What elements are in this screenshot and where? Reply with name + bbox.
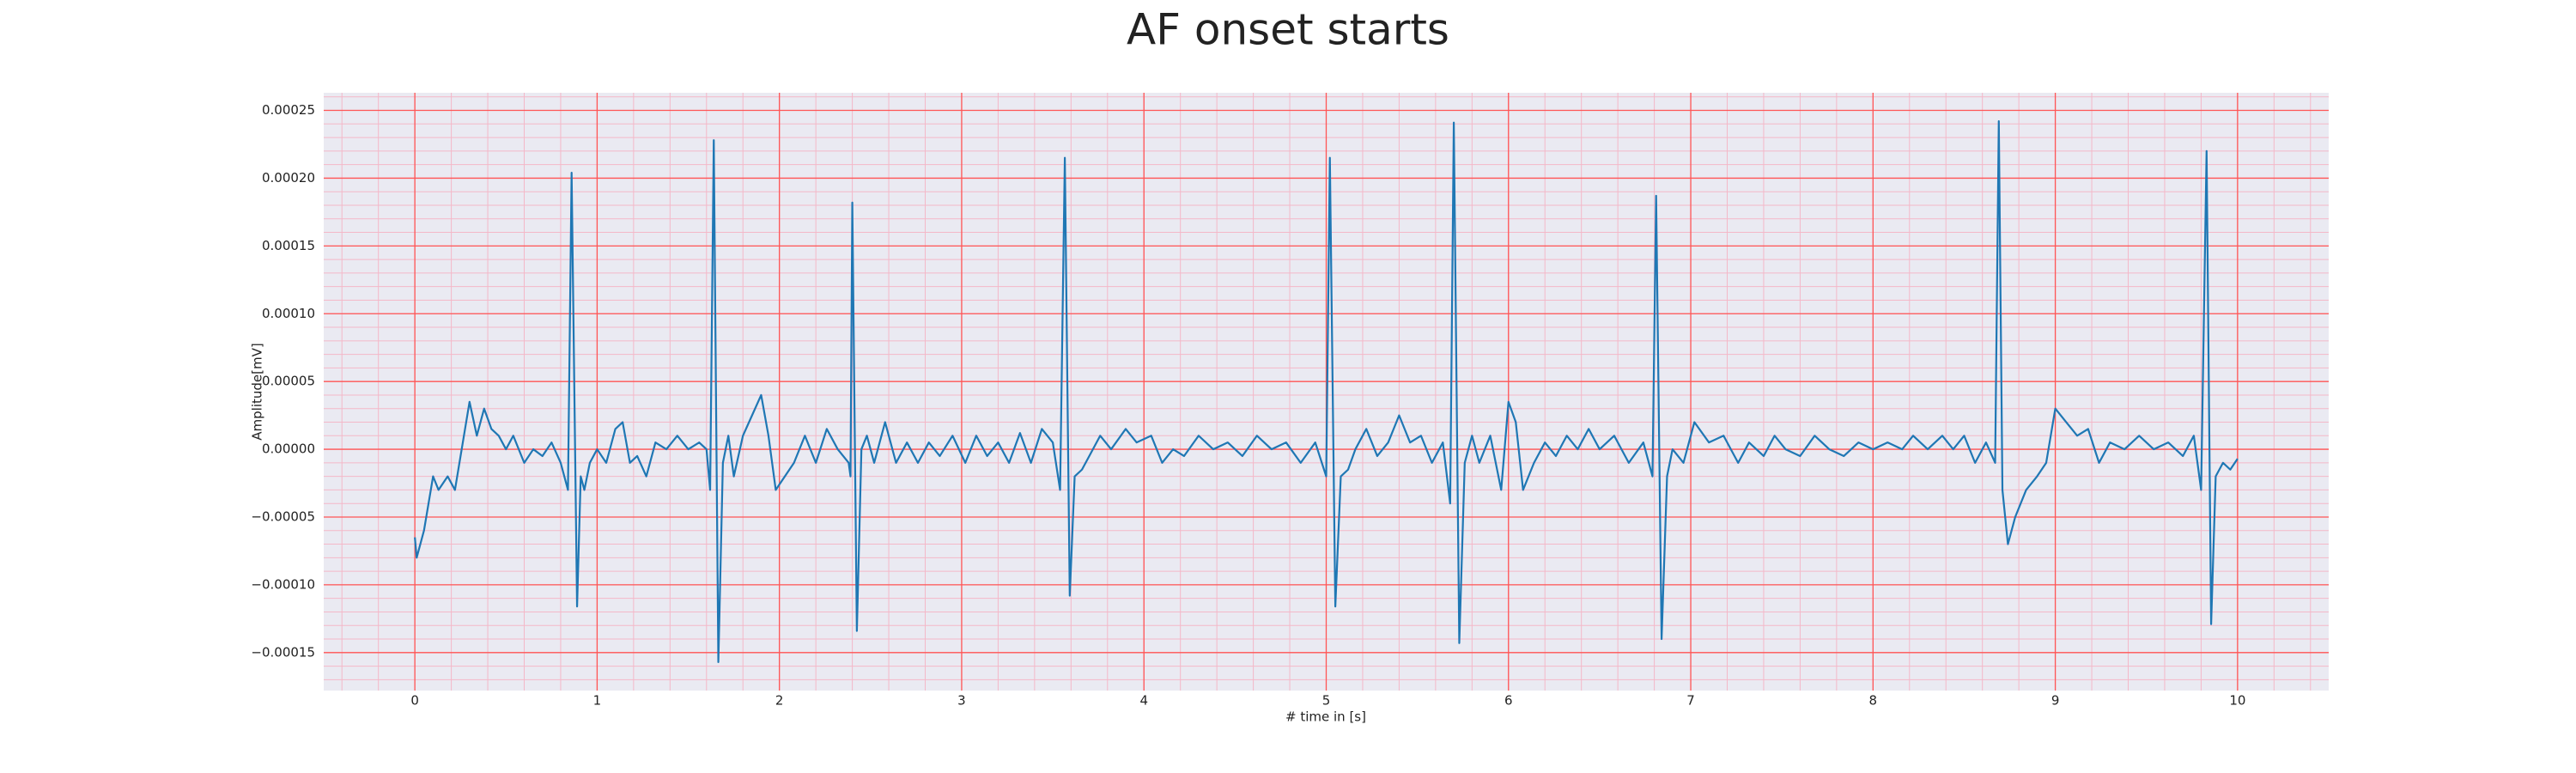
y-tick-label: 0.00005 — [262, 374, 315, 389]
x-tick-label: 4 — [1139, 693, 1148, 709]
x-tick-label: 8 — [1869, 693, 1878, 709]
y-tick-label: 0.00010 — [262, 306, 315, 321]
x-tick-label: 9 — [2051, 693, 2060, 709]
x-tick-label: 0 — [410, 693, 419, 709]
x-tick-label: 1 — [593, 693, 602, 709]
y-tick-label: 0.00020 — [262, 170, 315, 186]
x-tick-label: 6 — [1504, 693, 1513, 709]
x-tick-label: 10 — [2229, 693, 2245, 709]
x-tick-label: 2 — [775, 693, 784, 709]
y-axis-label: Amplitude[mV] — [250, 343, 265, 440]
x-tick-label: 3 — [957, 693, 966, 709]
x-tick-label: 5 — [1322, 693, 1331, 709]
x-tick-label: 7 — [1686, 693, 1695, 709]
x-axis-label: # time in [s] — [1285, 709, 1366, 725]
y-tick-label: −0.00010 — [251, 576, 315, 592]
y-tick-label: 0.00025 — [262, 102, 315, 118]
chart-title: AF onset starts — [1127, 5, 1449, 55]
y-tick-label: −0.00005 — [251, 508, 315, 524]
y-tick-label: 0.00000 — [262, 441, 315, 457]
y-tick-label: 0.00015 — [262, 238, 315, 253]
ecg-line — [414, 120, 2239, 663]
y-tick-label: −0.00015 — [251, 644, 315, 660]
